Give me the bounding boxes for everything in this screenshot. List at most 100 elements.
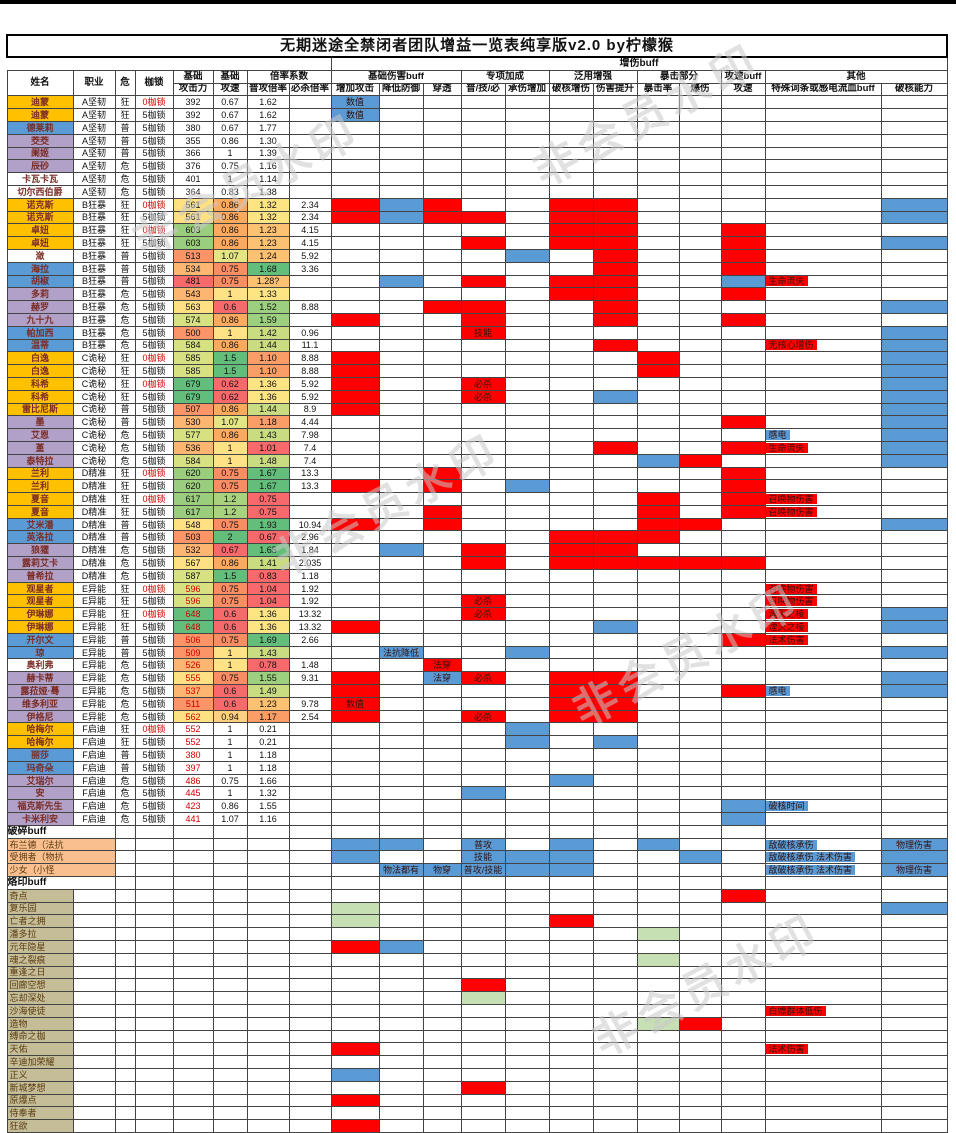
buff-cell-a	[330, 645, 380, 660]
buff-cell-sp	[720, 1003, 766, 1018]
buff-table: 无期迷途全禁闭者团队增益一览表纯享版v2.0 by柠檬猴 增伤buff 姓名 职业危枷…	[6, 34, 948, 1133]
buff-cell-t	[764, 108, 882, 122]
buff-cell-cd	[678, 172, 722, 186]
buff-cell-s	[592, 1106, 638, 1121]
base-speed-cell: 0.67	[212, 543, 248, 558]
buff-cell-cd	[678, 696, 722, 711]
ult-rate-cell	[288, 786, 332, 801]
danger-cell: 危	[114, 568, 136, 583]
buff-cell-h	[548, 991, 594, 1005]
normal-rate-cell: 1.28?	[246, 274, 290, 289]
buff-cell-j	[460, 927, 506, 941]
buff-cell-t	[764, 786, 882, 801]
buff-cell-sp	[720, 748, 766, 762]
danger-cell: 普	[114, 517, 136, 532]
buff-cell-k	[880, 1080, 948, 1095]
buff-cell-p	[422, 517, 462, 532]
buff-cell-d	[378, 543, 424, 558]
class-cell: A坚韧	[72, 95, 116, 110]
buff-cell-h	[548, 159, 594, 174]
shackle-cell: 5枷锁	[134, 556, 174, 570]
buff-cell-s	[592, 812, 638, 826]
buff-cell-j	[460, 1093, 506, 1108]
buff-cell-j	[460, 696, 506, 711]
buff-cell-p	[422, 223, 462, 238]
base-atk-cell: 397	[172, 760, 214, 775]
buff-cell-p	[422, 159, 462, 174]
normal-rate-cell: 1.43	[246, 645, 290, 660]
buff-cell-cd	[678, 684, 722, 698]
danger-cell: 普	[114, 530, 136, 545]
buff-cell-t	[764, 760, 882, 775]
buff-cell-d	[378, 236, 424, 250]
buff-cell-cr	[636, 338, 680, 353]
base-atk-cell: 567	[172, 556, 214, 570]
cell	[134, 1042, 174, 1057]
buff-cell-k	[880, 1119, 948, 1133]
buff-cell-a	[330, 248, 380, 263]
base-speed-cell: 1	[212, 658, 248, 673]
cell	[172, 863, 214, 877]
buff-cell-c	[504, 1106, 550, 1121]
buff-cell-d	[378, 159, 424, 174]
buff-cell-k	[880, 517, 948, 532]
danger-cell: 危	[114, 658, 136, 673]
buff-cell-s	[592, 760, 638, 775]
cell	[114, 1029, 136, 1044]
ult-rate-cell: 1.18	[288, 568, 332, 583]
buff-cell-s	[592, 850, 638, 865]
base-atk-cell: 620	[172, 466, 214, 481]
cell	[330, 876, 380, 890]
base-atk-cell: 392	[172, 108, 214, 122]
buff-cell-j	[460, 530, 506, 545]
buff-cell-cr	[636, 799, 680, 814]
base-speed-cell: 0.83	[212, 184, 248, 199]
cell	[288, 1119, 332, 1133]
buff-cell-cr	[636, 274, 680, 289]
buff-cell-j	[460, 261, 506, 276]
danger-cell: 危	[114, 325, 136, 340]
buff-cell-j	[460, 773, 506, 788]
buff-cell-c	[504, 978, 550, 993]
buff-cell-k	[880, 1029, 948, 1044]
buff-cell-h	[548, 620, 594, 634]
buff-cell-j	[460, 466, 506, 481]
character-name: 白逸	[6, 351, 74, 366]
buff-cell-d	[378, 479, 424, 494]
buff-cell-a	[330, 607, 380, 622]
buff-cell-h	[548, 236, 594, 250]
cell	[212, 1003, 248, 1018]
ult-rate-cell: 5.92	[288, 248, 332, 263]
danger-cell: 狂	[114, 376, 136, 391]
buff-cell-d	[378, 684, 424, 698]
buff-cell-a	[330, 287, 380, 302]
buff-cell-p	[422, 914, 462, 929]
buff-cell-k	[880, 1067, 948, 1082]
buff-cell-j	[460, 568, 506, 583]
cell	[288, 978, 332, 993]
buff-cell-p	[422, 300, 462, 314]
buff-cell-h	[548, 453, 594, 468]
base-speed-cell: 0.86	[212, 210, 248, 225]
table-row: 切尔西伯爵 A坚韧危 5枷锁 364 0.83 1.38	[6, 184, 948, 199]
normal-rate-cell: 1.04	[246, 594, 290, 609]
buff-cell-c	[504, 1093, 550, 1108]
buff-cell-c	[504, 632, 550, 647]
buff-cell-cr	[636, 95, 680, 110]
buff-cell-k	[880, 735, 948, 750]
buff-cell-d	[378, 1080, 424, 1095]
shackle-cell: 5枷锁	[134, 389, 174, 404]
base-atk-cell: 577	[172, 428, 214, 442]
buff-cell-h	[548, 108, 594, 122]
buff-cell-d	[378, 607, 424, 622]
buff-cell-h	[548, 709, 594, 724]
buff-cell-t	[764, 184, 882, 199]
danger-cell: 危	[114, 786, 136, 801]
table-row: 茭茭 A坚韧普 5枷锁 355 0.86 1.30	[6, 133, 948, 148]
buff-cell-h	[548, 837, 594, 852]
buff-cell-p	[422, 312, 462, 327]
buff-cell-d: 物法都有	[378, 863, 424, 877]
normal-rate-cell: 0.83	[246, 568, 290, 583]
buff-cell-c	[504, 172, 550, 186]
character-name: 艾瑞尔	[6, 773, 74, 788]
